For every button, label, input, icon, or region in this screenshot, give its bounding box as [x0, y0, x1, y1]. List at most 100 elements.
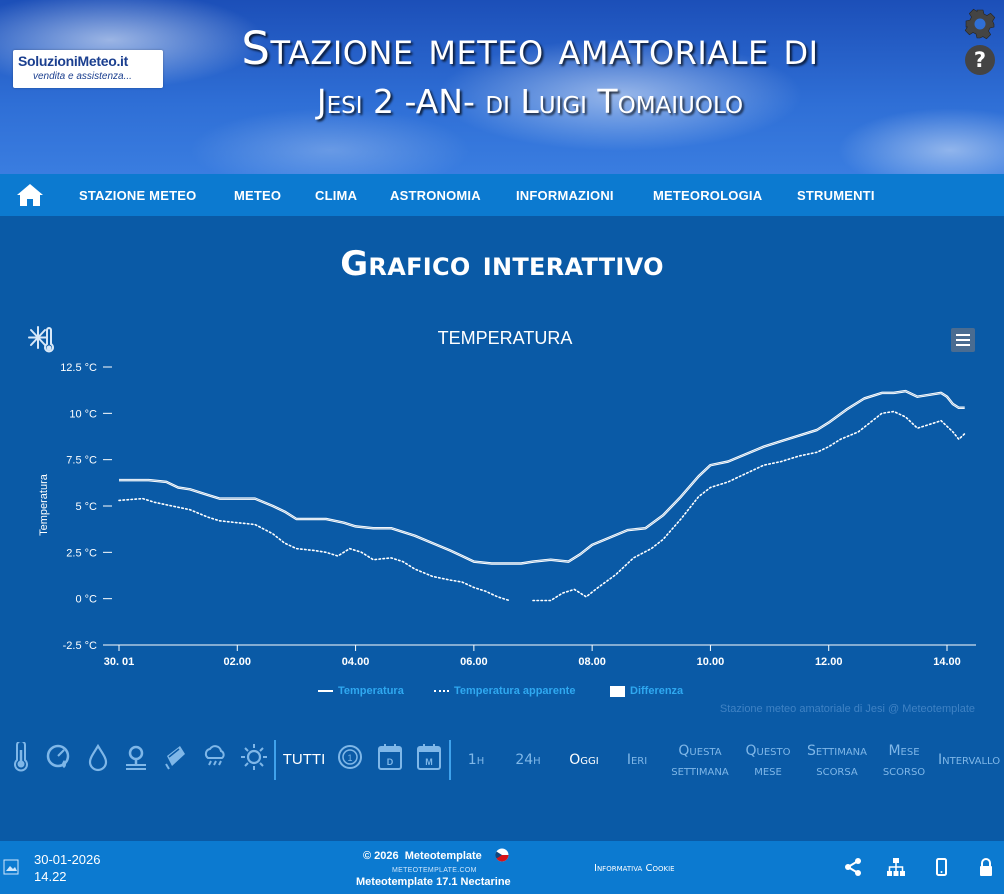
chart-menu-button[interactable] [951, 328, 975, 352]
broken-image-icon [3, 859, 19, 875]
x-tick-label: 12.00 [815, 656, 843, 668]
czech-flag-icon [495, 848, 509, 862]
chart-legend: Temperatura Temperatura apparente Differ… [0, 685, 1004, 701]
help-icon[interactable]: ? [964, 44, 996, 76]
y-axis-label: Temperatura [38, 473, 50, 536]
y-tick-label: -2.5 °C [63, 640, 97, 652]
humidity-drop-icon[interactable] [85, 742, 111, 772]
period-oggi-label: Oggi [569, 752, 599, 768]
share-icon[interactable] [843, 857, 863, 877]
temperature-chart: 12.5 °C10 °C7.5 °C5 °C2.5 °C0 °C-2.5 °C … [38, 362, 976, 668]
footer-date: 30-01-2026 [34, 852, 101, 867]
thermometer-snowflake-icon[interactable] [26, 324, 56, 354]
nav-item-informazioni[interactable]: INFORMAZIONI [516, 188, 614, 203]
logo-line1: SoluzioniMeteo.it [18, 53, 129, 69]
nav-item-stazione-meteo[interactable]: STAZIONE METEO [79, 188, 197, 203]
x-tick-label: 04.00 [342, 656, 370, 668]
footer-time: 14.22 [34, 869, 67, 884]
all-sensors-button[interactable]: TUTTI [282, 751, 326, 768]
period-24h-button[interactable]: 24h [506, 750, 550, 770]
meteotemplate-brand[interactable]: Meteotemplate [404, 850, 482, 862]
nav-item-meteo[interactable]: METEO [234, 188, 282, 203]
y-tick-label: 5 °C [75, 501, 97, 513]
calendar-month-icon[interactable]: M [416, 742, 442, 772]
footer-site[interactable]: METEOTEMPLATE.COM [392, 867, 477, 874]
period-scorsa-label: scorsa [816, 763, 858, 779]
series-temperatura-inner [119, 390, 965, 564]
period-ieri-label: Ieri [626, 752, 648, 768]
period-scorso-label: scorso [882, 763, 926, 779]
chart-title: TEMPERATURA [437, 328, 573, 348]
period-1h-button[interactable]: 1h [456, 750, 496, 770]
period-mese-label: Mese [888, 743, 920, 759]
legend-temperatura[interactable]: Temperatura [318, 685, 404, 697]
chart-credits[interactable]: Stazione meteo amatoriale di Jesi @ Mete… [719, 703, 975, 715]
settings-gear-icon[interactable] [964, 8, 996, 40]
period-mese-scorso-button[interactable]: Mese scorso [876, 741, 932, 781]
period-questa-settimana-button[interactable]: Questa settimana [664, 741, 736, 781]
toolbar-separator [449, 740, 451, 780]
period-ieri-button[interactable]: Ieri [617, 750, 657, 770]
period-settimana-scorsa-button[interactable]: Settimana scorsa [800, 741, 874, 781]
sitemap-icon[interactable] [886, 857, 906, 877]
legend-differenza[interactable]: Differenza [610, 685, 683, 697]
svg-text:1: 1 [347, 753, 352, 763]
y-tick-label: 2.5 °C [66, 547, 97, 559]
page-title: Grafico interattivo [340, 244, 664, 284]
y-tick-label: 7.5 °C [66, 455, 97, 467]
period-intervallo-button[interactable]: Intervallo [938, 750, 1004, 770]
calendar-day-icon[interactable]: D [377, 742, 403, 772]
pressure-gauge-icon[interactable] [46, 742, 72, 772]
soluzionimeteo-logo[interactable]: SoluzioniMeteo.it vendita e assistenza..… [13, 50, 163, 88]
nav-item-astronomia[interactable]: ASTRONOMIA [390, 188, 481, 203]
period-settimana-label: Settimana [807, 743, 867, 759]
legend-temperatura-apparente[interactable]: Temperatura apparente [434, 685, 575, 697]
wind-icon[interactable] [123, 742, 149, 772]
copyright-year: © 2026 [363, 850, 399, 862]
nav-item-clima[interactable]: CLIMA [315, 188, 358, 203]
period-mese-label: mese [754, 763, 782, 779]
x-tick-label: 06.00 [460, 656, 488, 668]
y-tick-label: 10 °C [69, 408, 97, 420]
period-settimana-label: settimana [671, 763, 729, 779]
period-intervallo-label: Intervallo [938, 752, 1001, 768]
storm-icon[interactable] [202, 742, 228, 772]
legend-temperatura-apparente-label: Temperatura apparente [454, 685, 576, 697]
series-temperatura-line[interactable] [119, 389, 965, 565]
legend-differenza-label: Differenza [630, 685, 684, 697]
footer-copyright: © 2026 Meteotemplate [363, 850, 482, 862]
y-tick-label: 12.5 °C [60, 362, 97, 374]
period-oggi-button[interactable]: Oggi [560, 750, 608, 770]
station-title: Stazione meteo amatoriale di [241, 22, 819, 75]
x-tick-label: 14.00 [933, 656, 961, 668]
toolbar-separator [274, 740, 276, 780]
period-24h-label: 24h [515, 752, 541, 768]
cookie-policy-link[interactable]: Informativa Cookie [594, 863, 675, 874]
period-questo-label: Questo [745, 743, 791, 759]
y-tick-label: 0 °C [75, 594, 97, 606]
svg-text:D: D [387, 757, 394, 767]
series-temperatura-apparente-line[interactable] [118, 410, 966, 602]
x-tick-label: 30. 01 [104, 656, 135, 668]
clock-1-icon[interactable]: 1 [337, 742, 363, 772]
legend-temperatura-label: Temperatura [338, 685, 404, 697]
main-navigation: STAZIONE METEO METEO CLIMA ASTRONOMIA IN… [0, 174, 1004, 216]
lock-icon[interactable] [976, 857, 996, 877]
header-banner: SoluzioniMeteo.it vendita e assistenza..… [0, 0, 1004, 175]
station-subtitle: Jesi 2 -AN- di Luigi Tomaiuolo [316, 82, 744, 121]
period-questa-label: Questa [678, 743, 722, 759]
home-icon[interactable] [16, 183, 44, 207]
nav-item-strumenti[interactable]: STRUMENTI [797, 188, 875, 203]
sun-icon[interactable] [241, 742, 267, 772]
svg-text:?: ? [974, 48, 986, 72]
nav-item-meteorologia[interactable]: METEOROLOGIA [653, 188, 763, 203]
thermometer-icon[interactable] [8, 742, 34, 772]
x-tick-label: 10.00 [697, 656, 725, 668]
svg-text:M: M [425, 757, 433, 767]
period-1h-label: 1h [467, 752, 485, 768]
footer: 30-01-2026 14.22 © 2026 Meteotemplate ME… [0, 841, 1004, 894]
period-questo-mese-button[interactable]: Questo mese [738, 741, 798, 781]
mobile-icon[interactable] [931, 857, 951, 877]
rain-icon[interactable] [162, 742, 188, 772]
x-tick-label: 08.00 [578, 656, 606, 668]
